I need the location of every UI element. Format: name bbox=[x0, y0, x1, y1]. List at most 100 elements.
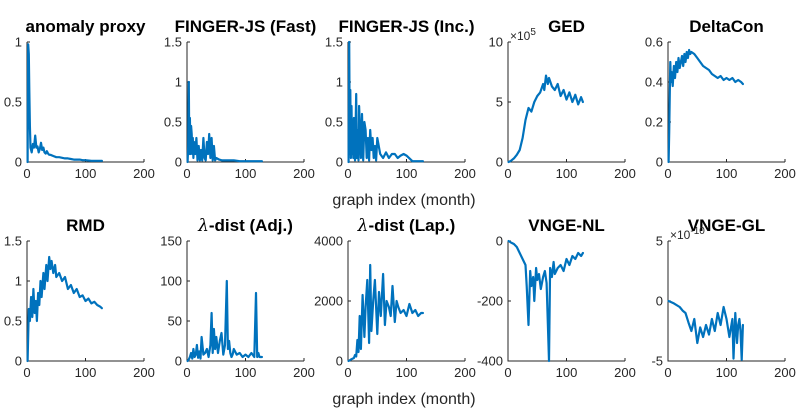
series-line bbox=[507, 239, 584, 363]
y-tick-label: 0.4 bbox=[645, 75, 663, 90]
y-tick-label: 0 bbox=[336, 354, 343, 369]
x-tick-label: 200 bbox=[774, 166, 796, 181]
x-tick-label: 0 bbox=[344, 365, 351, 380]
subplot-2: FINGER-JS (Fast) 0 100 200 0 0.5 1 1.5 bbox=[164, 17, 316, 181]
y-tick-label: 1 bbox=[175, 75, 182, 90]
y-tick-label: 4000 bbox=[314, 234, 343, 249]
subplot-9: VNGE-NL 0 100 200 -400 -200 0 bbox=[477, 216, 636, 380]
series-line bbox=[26, 255, 103, 363]
y-tick-label: 5 bbox=[656, 234, 663, 249]
x-tick-label: 0 bbox=[23, 166, 30, 181]
x-tick-label: 0 bbox=[344, 166, 351, 181]
subplot-title: λ-dist (Lap.) bbox=[357, 216, 456, 236]
subplot-6: RMD 0 100 200 0 0.5 1 1.5 bbox=[4, 216, 155, 380]
y-tick-label: 0 bbox=[175, 354, 182, 369]
subplot-1: anomaly proxy 0 100 200 0 0.5 1 bbox=[4, 17, 155, 181]
y-tick-label: 0.6 bbox=[645, 35, 663, 50]
x-tick-label: 200 bbox=[293, 365, 315, 380]
x-tick-label: 0 bbox=[664, 365, 671, 380]
x-tick-label: 200 bbox=[614, 166, 636, 181]
x-tick-label: 200 bbox=[293, 166, 315, 181]
y-tick-label: 1.5 bbox=[325, 35, 343, 50]
axis-lines bbox=[507, 42, 625, 163]
subplot-title: DeltaCon bbox=[689, 17, 764, 36]
series-line bbox=[347, 40, 424, 164]
x-tick-label: 100 bbox=[75, 365, 97, 380]
axis-exponent-label: ×105 bbox=[510, 27, 536, 43]
x-tick-label: 100 bbox=[235, 365, 257, 380]
subplot-title: RMD bbox=[66, 216, 105, 235]
x-tick-label: 0 bbox=[504, 166, 511, 181]
x-axis-label-top-row: graph index (month) bbox=[332, 192, 475, 209]
x-tick-label: 200 bbox=[133, 365, 155, 380]
y-tick-label: 1 bbox=[15, 274, 22, 289]
axis-lines bbox=[186, 241, 304, 362]
y-tick-label: 1.5 bbox=[164, 35, 182, 50]
y-tick-label: 0 bbox=[175, 155, 182, 170]
subplot-title: anomaly proxy bbox=[26, 17, 147, 36]
y-tick-label: 0 bbox=[496, 155, 503, 170]
axis-lines bbox=[26, 42, 144, 163]
y-tick-label: 1 bbox=[336, 75, 343, 90]
y-tick-label: 0 bbox=[656, 155, 663, 170]
subplot-4: GED ×105 0 100 200 0 5 10 bbox=[489, 17, 636, 181]
x-tick-label: 200 bbox=[614, 365, 636, 380]
x-tick-label: 100 bbox=[396, 365, 418, 380]
y-tick-label: 50 bbox=[168, 314, 182, 329]
subplot-title: VNGE-GL bbox=[688, 216, 765, 235]
x-tick-label: 0 bbox=[23, 365, 30, 380]
y-tick-label: 0.5 bbox=[325, 115, 343, 130]
y-tick-label: 10 bbox=[489, 35, 503, 50]
x-tick-label: 100 bbox=[716, 365, 738, 380]
x-tick-label: 100 bbox=[716, 166, 738, 181]
series-line bbox=[667, 48, 744, 164]
series-line bbox=[186, 279, 263, 363]
subplot-title: λ-dist (Adj.) bbox=[197, 216, 293, 236]
y-tick-label: 0.5 bbox=[4, 314, 22, 329]
axis-exponent-label: ×10-10 bbox=[670, 226, 705, 242]
x-axis-label-bottom-row: graph index (month) bbox=[332, 391, 475, 408]
x-tick-label: 100 bbox=[235, 166, 257, 181]
y-tick-label: 150 bbox=[160, 234, 182, 249]
subplot-10: VNGE-GL×10-100 100 200-505 bbox=[651, 216, 795, 380]
series-line bbox=[507, 74, 584, 164]
series-line bbox=[347, 263, 424, 363]
y-tick-label: -400 bbox=[477, 354, 503, 369]
x-tick-label: 200 bbox=[774, 365, 796, 380]
x-tick-label: 200 bbox=[454, 365, 476, 380]
x-tick-label: 0 bbox=[664, 166, 671, 181]
y-tick-label: -5 bbox=[651, 354, 663, 369]
series-line bbox=[186, 80, 263, 164]
y-tick-label: 5 bbox=[496, 95, 503, 110]
x-tick-label: 100 bbox=[396, 166, 418, 181]
subplot-title: FINGER-JS (Inc.) bbox=[338, 17, 474, 36]
y-tick-label: 0.2 bbox=[645, 115, 663, 130]
subplot-7: λ-dist (Adj.) 0 100 200 0 50 100 150 bbox=[160, 216, 315, 380]
y-tick-label: 0.5 bbox=[164, 115, 182, 130]
x-tick-label: 200 bbox=[133, 166, 155, 181]
y-tick-label: 1 bbox=[15, 35, 22, 50]
x-tick-label: 0 bbox=[183, 365, 190, 380]
subplot-title: VNGE-NL bbox=[528, 216, 605, 235]
x-tick-label: 0 bbox=[183, 166, 190, 181]
x-tick-label: 200 bbox=[454, 166, 476, 181]
y-tick-label: 100 bbox=[160, 274, 182, 289]
x-tick-label: 100 bbox=[75, 166, 97, 181]
series-line bbox=[667, 299, 744, 361]
y-tick-label: 0 bbox=[15, 354, 22, 369]
subplot-title: FINGER-JS (Fast) bbox=[175, 17, 317, 36]
y-tick-label: 0 bbox=[336, 155, 343, 170]
y-tick-label: -200 bbox=[477, 294, 503, 309]
subplot-3: FINGER-JS (Inc.) 0 100 200 0 0.5 1 1.5 bbox=[325, 17, 476, 181]
y-tick-label: 2000 bbox=[314, 294, 343, 309]
subplot-title: GED bbox=[548, 17, 585, 36]
y-tick-label: 0.5 bbox=[4, 95, 22, 110]
x-tick-label: 100 bbox=[556, 365, 578, 380]
subplot-5: DeltaCon 0 100 200 0 0.2 0.4 0.6 bbox=[645, 17, 796, 181]
x-tick-label: 0 bbox=[504, 365, 511, 380]
x-tick-label: 100 bbox=[556, 166, 578, 181]
axis-lines bbox=[667, 241, 785, 362]
